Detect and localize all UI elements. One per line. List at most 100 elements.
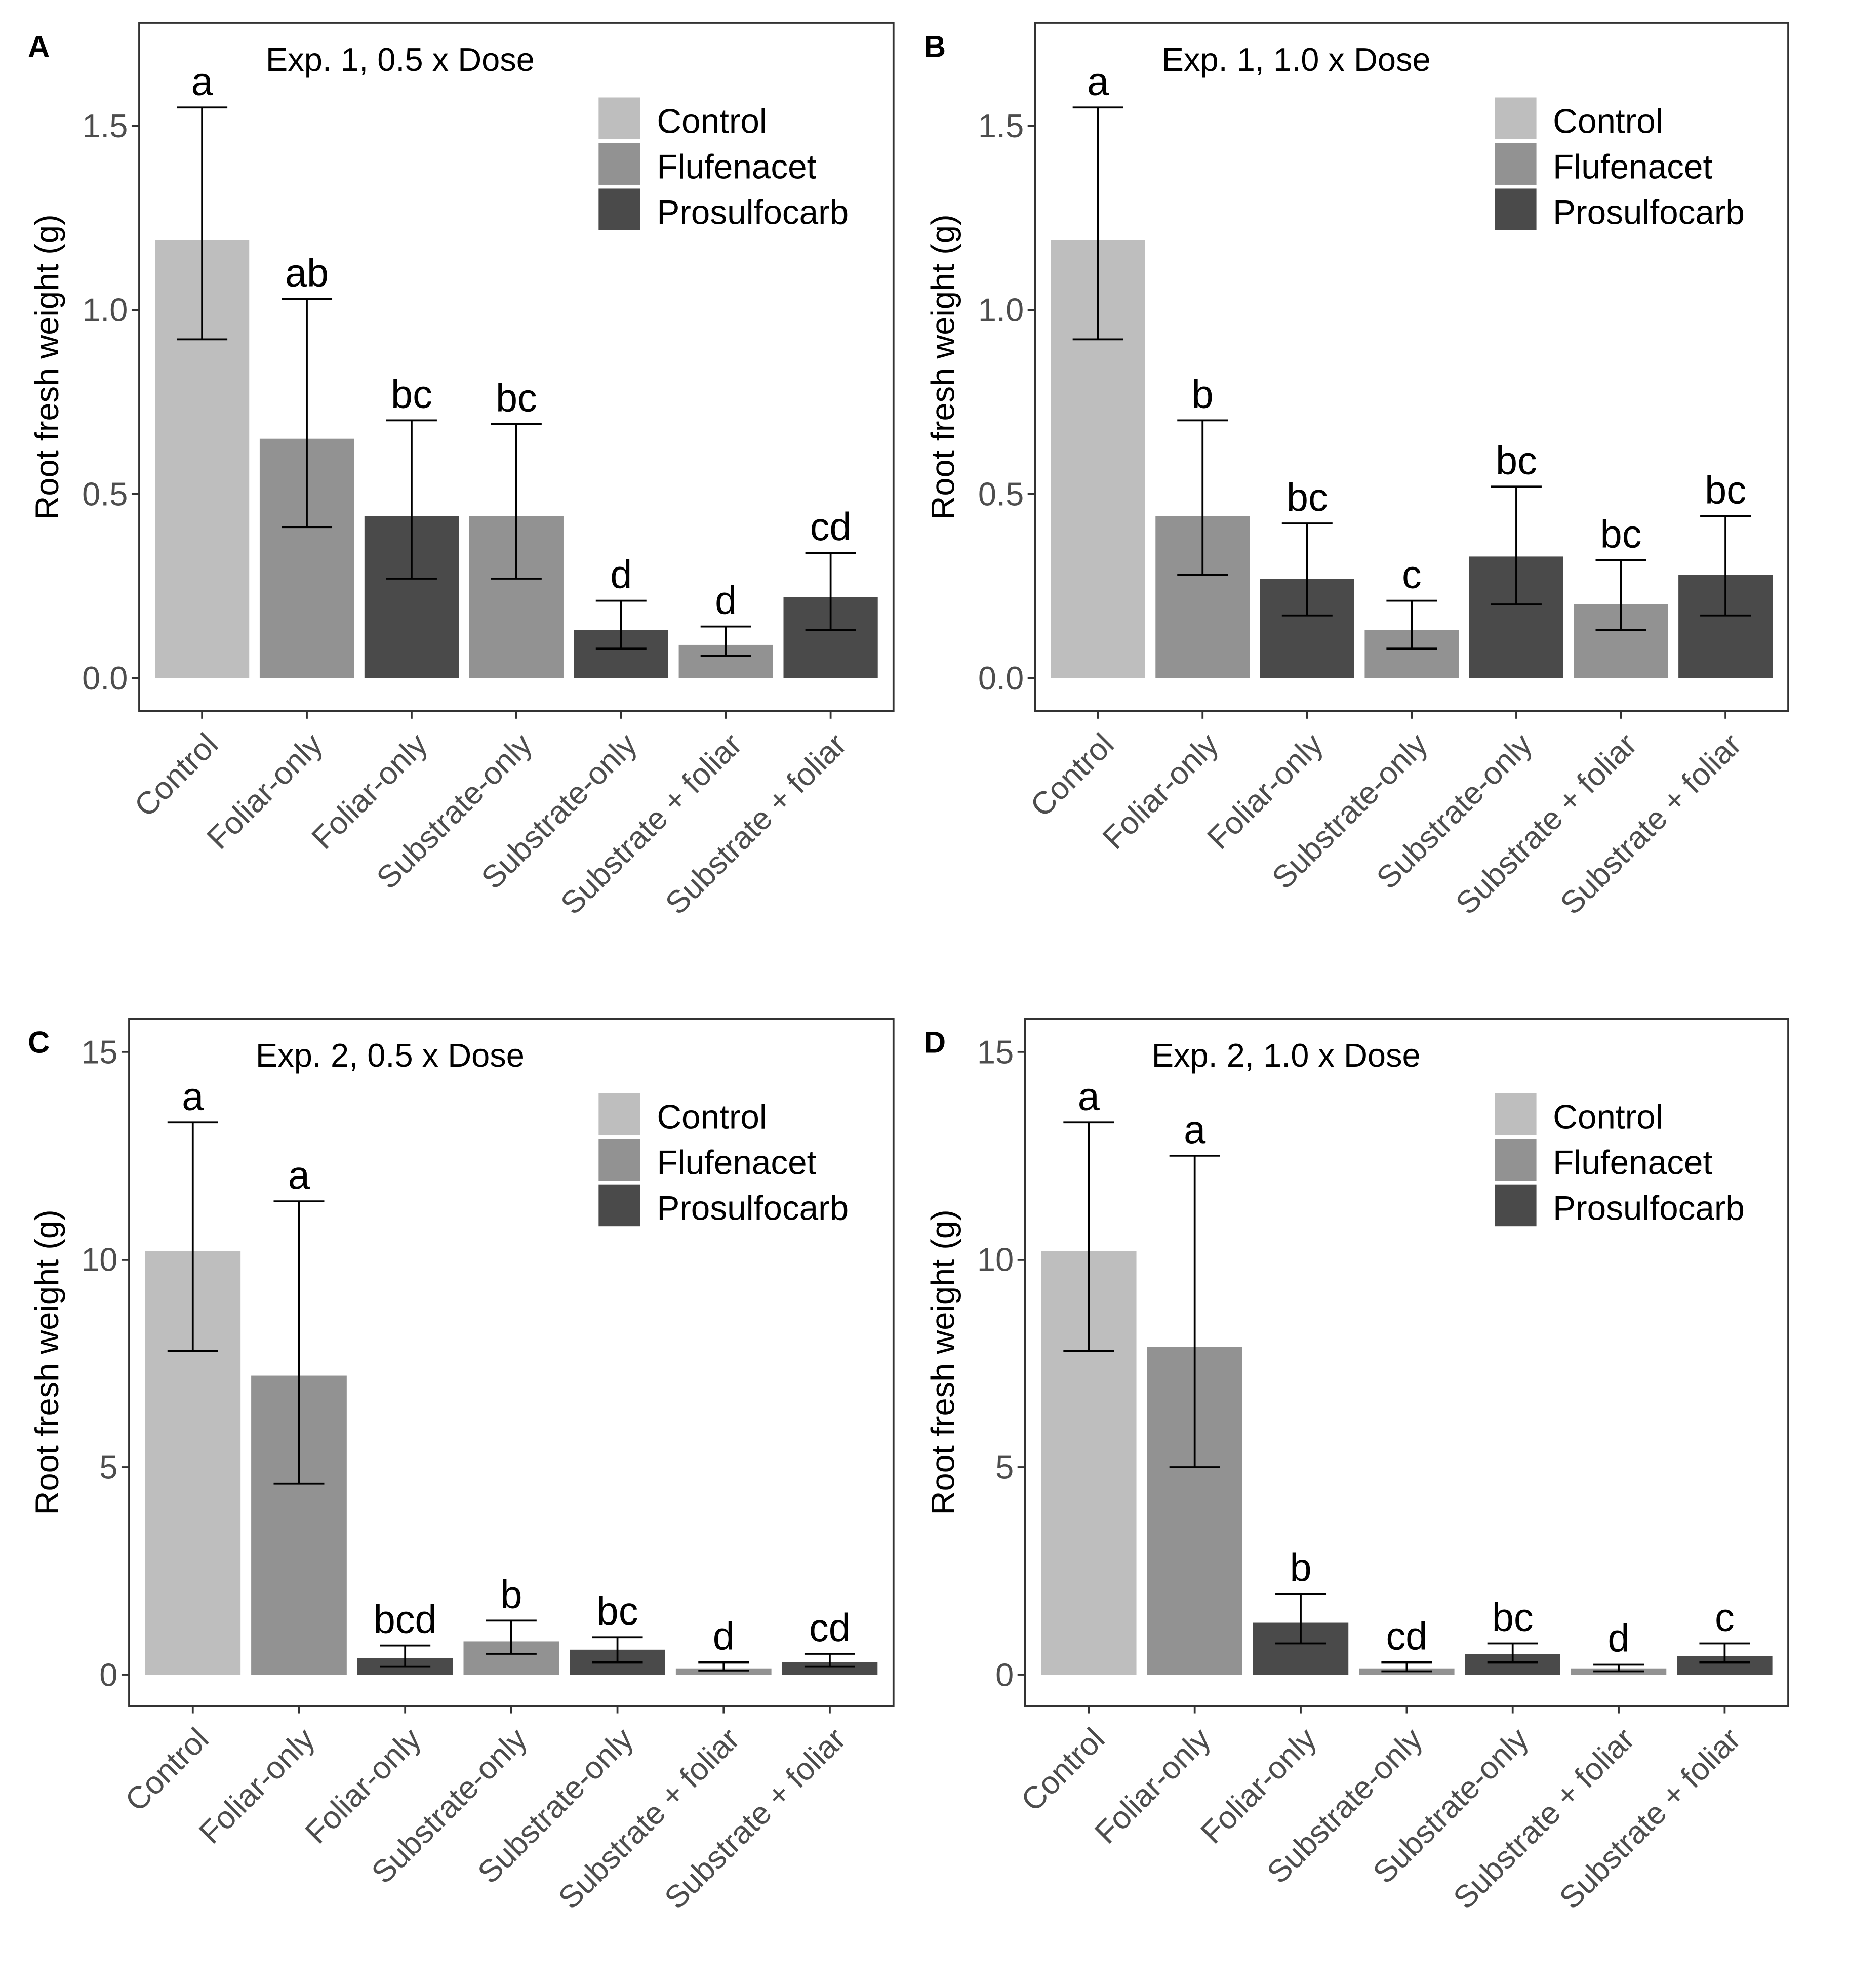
- x-tick-label: Substrate + foliar: [659, 726, 854, 921]
- y-tick-label: 0.0: [978, 660, 1024, 697]
- y-tick-label: 15: [81, 1033, 117, 1070]
- y-tick-label: 0: [99, 1656, 117, 1693]
- significance-letter: a: [288, 1154, 310, 1197]
- panel-label: C: [28, 1026, 50, 1060]
- significance-letter: bc: [496, 377, 537, 420]
- y-axis-label: Root fresh weight (g): [28, 1209, 65, 1515]
- legend-label: Prosulfocarb: [657, 1190, 849, 1228]
- panel-label: D: [924, 1026, 946, 1060]
- x-tick-label: Substrate + foliar: [551, 1721, 746, 1916]
- panel-title: Exp. 1, 1.0 x Dose: [1162, 41, 1431, 78]
- significance-letter: bc: [1600, 513, 1642, 556]
- significance-letter: bc: [1496, 439, 1537, 482]
- significance-letter: a: [1184, 1108, 1206, 1152]
- legend-key: [1495, 188, 1537, 230]
- legend-label: Flufenacet: [657, 1144, 816, 1182]
- y-tick-label: 0.0: [82, 660, 128, 697]
- significance-letter: c: [1402, 553, 1422, 597]
- legend-key: [598, 1184, 640, 1227]
- legend-label: Flufenacet: [1553, 148, 1712, 186]
- legend-key: [598, 188, 640, 230]
- y-tick-label: 5: [99, 1448, 117, 1485]
- legend-label: Control: [1553, 1099, 1663, 1137]
- significance-letter: cd: [809, 1606, 851, 1650]
- y-tick-label: 1.5: [978, 107, 1024, 144]
- x-tick-label: Control: [128, 726, 225, 824]
- significance-letter: d: [715, 579, 737, 623]
- y-tick-label: 0.5: [978, 475, 1024, 512]
- y-tick-label: 10: [977, 1241, 1014, 1278]
- legend-key: [1495, 1093, 1537, 1135]
- legend-label: Prosulfocarb: [1553, 1190, 1745, 1228]
- significance-letter: bc: [597, 1590, 638, 1633]
- significance-letter: a: [1078, 1075, 1100, 1118]
- significance-letter: b: [1290, 1546, 1311, 1590]
- significance-letter: bc: [391, 373, 432, 416]
- y-tick-label: 1.0: [82, 292, 128, 329]
- significance-letter: b: [1192, 373, 1214, 416]
- panel-label: A: [28, 30, 50, 64]
- x-tick-label: Foliar-only: [192, 1721, 322, 1850]
- x-tick-label: Foliar-only: [1088, 1721, 1218, 1850]
- significance-letter: bc: [1287, 476, 1328, 519]
- x-tick-label: Substrate + foliar: [554, 726, 749, 921]
- y-tick-label: 15: [977, 1033, 1014, 1070]
- panel-title: Exp. 1, 0.5 x Dose: [266, 41, 535, 78]
- significance-letter: a: [182, 1075, 204, 1118]
- legend-label: Control: [657, 102, 767, 140]
- x-tick-label: Substrate + foliar: [1446, 1721, 1641, 1916]
- x-tick-label: Control: [118, 1721, 216, 1818]
- legend-key: [598, 143, 640, 185]
- x-tick-label: Substrate + foliar: [658, 1721, 853, 1916]
- y-tick-label: 0.5: [82, 475, 128, 512]
- panel-b: B Exp. 1, 1.0 x Dose 0.0 0.5 1.0 1.5 Root fres…: [924, 22, 1789, 921]
- significance-letter: bc: [1492, 1596, 1534, 1640]
- y-axis-label: Root fresh weight (g): [28, 214, 65, 519]
- x-tick-label: Substrate + foliar: [1553, 726, 1748, 921]
- legend-label: Flufenacet: [657, 148, 816, 186]
- legend-label: Prosulfocarb: [1553, 193, 1745, 231]
- legend-key: [598, 1139, 640, 1181]
- significance-letter: a: [191, 60, 214, 103]
- y-tick-label: 1.0: [978, 292, 1024, 329]
- x-tick-label: Control: [1024, 726, 1121, 824]
- panel-c: C Exp. 2, 0.5 x Dose 0 5 10 15 Root fresh weig…: [28, 1018, 895, 1916]
- x-tick-label: Substrate + foliar: [1553, 1721, 1748, 1916]
- significance-letter: a: [1087, 60, 1109, 103]
- legend-key: [598, 97, 640, 139]
- legend-key: [1495, 143, 1537, 185]
- plot-frame: [1024, 1018, 1789, 1707]
- y-tick-label: 1.5: [82, 107, 128, 144]
- panel-title: Exp. 2, 0.5 x Dose: [256, 1037, 525, 1074]
- legend-label: Control: [657, 1099, 767, 1137]
- legend-label: Prosulfocarb: [657, 193, 849, 231]
- legend-label: Flufenacet: [1553, 1144, 1712, 1182]
- y-tick-label: 5: [995, 1448, 1014, 1485]
- panel-d: D Exp. 2, 1.0 x Dose 0 5 10 15 Root fresh weig…: [924, 1018, 1789, 1916]
- significance-letter: bcd: [374, 1598, 437, 1642]
- significance-letter: ab: [285, 251, 329, 295]
- significance-letter: cd: [810, 505, 852, 549]
- legend-key: [1495, 1184, 1537, 1227]
- significance-letter: bc: [1705, 468, 1746, 512]
- significance-letter: b: [500, 1573, 522, 1616]
- y-axis-label: Root fresh weight (g): [924, 214, 961, 519]
- y-tick-label: 10: [81, 1241, 117, 1278]
- x-tick-label: Control: [1014, 1721, 1111, 1818]
- y-axis-label: Root fresh weight (g): [924, 1209, 961, 1515]
- significance-letter: d: [610, 553, 632, 597]
- panel-title: Exp. 2, 1.0 x Dose: [1152, 1037, 1421, 1074]
- significance-letter: c: [1715, 1596, 1735, 1640]
- significance-letter: d: [713, 1614, 735, 1658]
- legend-key: [598, 1093, 640, 1135]
- panel-a: A Exp. 1, 0.5 x Dose 0.0 0.5 1.0 1.5 Root fres…: [28, 22, 895, 921]
- significance-letter: d: [1608, 1617, 1630, 1660]
- x-tick-label: Substrate + foliar: [1449, 726, 1644, 921]
- panel-label: B: [924, 30, 946, 64]
- legend-key: [1495, 1139, 1537, 1181]
- legend-label: Control: [1553, 102, 1663, 140]
- significance-letter: cd: [1386, 1614, 1427, 1658]
- y-tick-label: 0: [995, 1656, 1014, 1693]
- legend-key: [1495, 97, 1537, 139]
